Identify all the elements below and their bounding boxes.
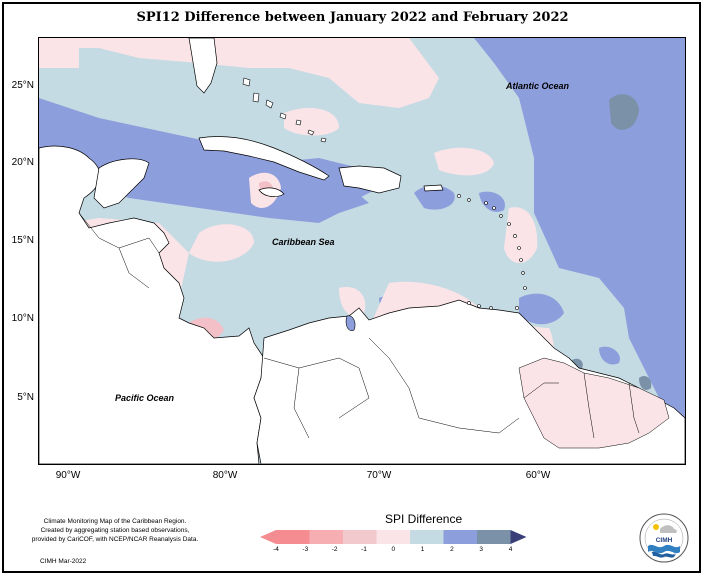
lake-maracaibo — [345, 315, 356, 331]
legend-swatch — [443, 530, 477, 544]
lon-label-80: 80°W — [212, 470, 238, 481]
cimh-logo-icon — [639, 513, 689, 563]
legend-colorbar — [260, 530, 527, 544]
credit-text: Climate Monitoring Map of the Caribbean … — [20, 517, 210, 544]
legend-tick-label: -3 — [302, 546, 309, 553]
legend-tick-label: -2 — [331, 546, 338, 553]
cimh-logo: CIMH — [638, 512, 690, 569]
credit-line-1: Climate Monitoring Map of the Caribbean … — [43, 518, 187, 525]
legend-tick-label: 3 — [479, 546, 483, 553]
lat-label-10: 10°N — [11, 313, 34, 324]
lat-label-25: 25°N — [11, 80, 34, 91]
lon-label-90: 90°W — [55, 470, 81, 481]
positive-anomaly-regions — [39, 38, 685, 418]
jamaica-land — [258, 187, 285, 197]
map-title: SPI12 Difference between January 2022 an… — [136, 10, 569, 25]
caribbean-sea-label: Caribbean Sea — [272, 237, 335, 247]
cuba-land — [198, 136, 330, 181]
legend-arrow-right — [510, 530, 527, 544]
puerto-rico-land — [423, 184, 444, 192]
bahamas-islands — [242, 77, 327, 143]
country-borders — [78, 212, 640, 439]
lon-label-60: 60°W — [525, 470, 551, 481]
legend-swatch — [343, 530, 377, 544]
spi-difference-map — [39, 38, 685, 464]
legend-arrow-left — [260, 530, 276, 544]
logo-text: CIMH — [655, 537, 673, 544]
legend-swatch — [410, 530, 444, 544]
legend-tick-label: -1 — [361, 546, 367, 553]
lat-label-20: 20°N — [11, 157, 34, 168]
yucatan-land — [93, 158, 150, 209]
lat-label-5: 5°N — [17, 392, 34, 403]
lat-label-15: 15°N — [11, 235, 34, 246]
legend-title: SPI Difference — [385, 512, 463, 526]
atlantic-ocean-label: Atlantic Ocean — [506, 81, 570, 91]
map-panel — [38, 37, 686, 465]
legend-tick-label: 0 — [391, 546, 396, 553]
lon-label-70: 70°W — [366, 470, 392, 481]
pacific-ocean-label: Pacific Ocean — [115, 393, 175, 403]
florida-land — [188, 38, 218, 94]
central-america-land — [39, 145, 265, 464]
legend-tick-label: 2 — [450, 546, 454, 553]
credit-line-2: Created by aggregating station based obs… — [40, 527, 190, 534]
legend-swatch — [376, 530, 410, 544]
credit-line-3: provided by CariCOF, with NCEP/NCAR Rean… — [31, 536, 199, 543]
hispaniola-land — [338, 165, 402, 194]
legend-swatch — [477, 530, 511, 544]
legend-tick-label: 4 — [508, 546, 513, 553]
credit-date: CIMH Mar-2022 — [40, 558, 87, 565]
legend-swatch — [309, 530, 343, 544]
legend-tick-label: 1 — [420, 546, 425, 553]
legend-swatch — [276, 530, 310, 544]
lesser-antilles-islands — [457, 194, 527, 310]
guianas-region — [518, 357, 670, 449]
legend-tick-label: -4 — [273, 546, 279, 553]
color-legend — [258, 528, 568, 546]
